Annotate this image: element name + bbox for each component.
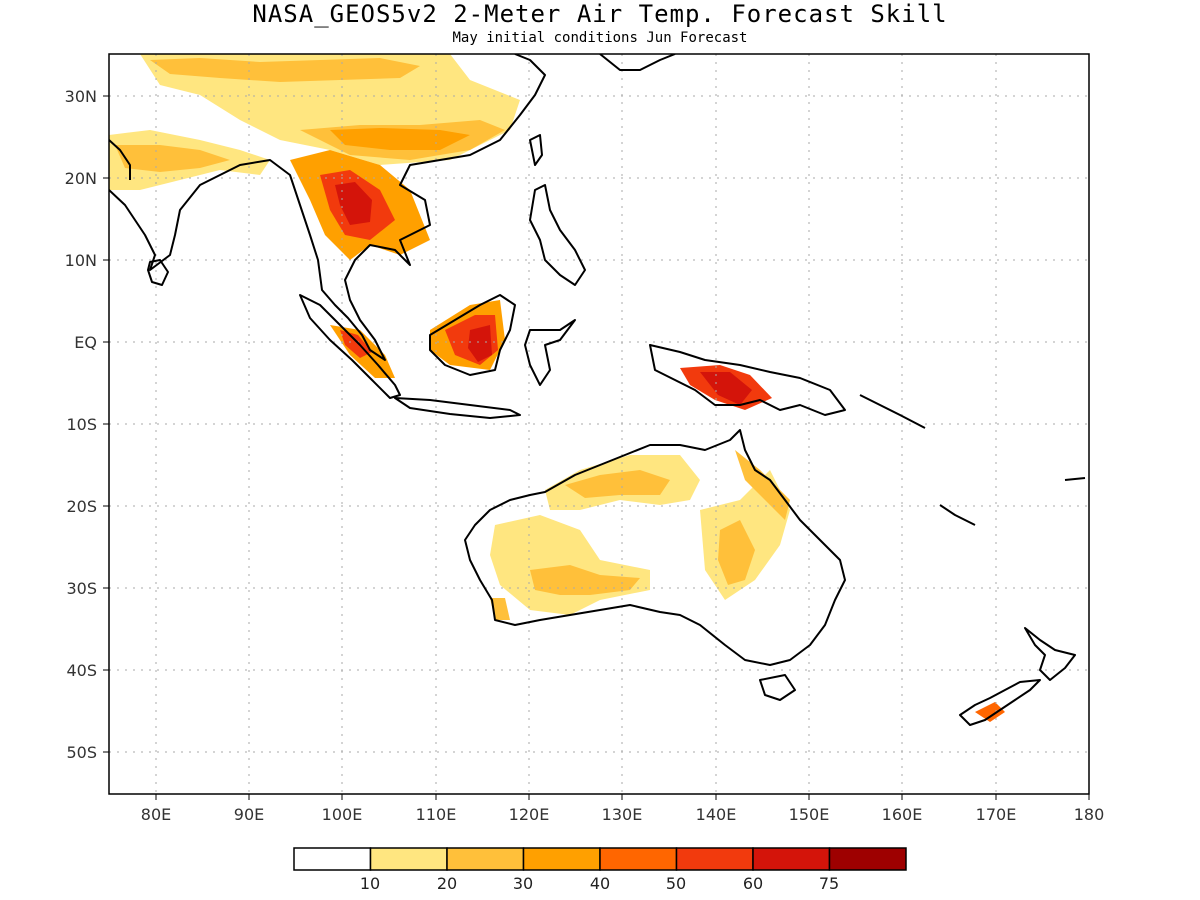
skill-patch-sumatra-core	[340, 330, 372, 358]
map-title: NASA_GEOS5v2 2-Meter Air Temp. Forecast …	[252, 0, 948, 28]
lat-label: 10N	[65, 251, 97, 270]
lat-labels: 30N 20N 10N EQ 10S 20S 30S 40S 50S	[65, 87, 97, 762]
coastline-india-west	[109, 139, 131, 180]
coastlines	[109, 54, 1086, 726]
colorbar-label: 75	[819, 874, 839, 893]
skill-patch-australia-east-core	[718, 520, 755, 585]
lat-label: 30S	[66, 579, 97, 598]
colorbar-swatch	[293, 847, 372, 871]
coastline-new-zealand-south	[959, 679, 1041, 726]
coastline-sri-lanka	[147, 259, 169, 286]
map-subtitle: May initial conditions Jun Forecast	[452, 30, 748, 46]
colorbar-swatch	[752, 847, 831, 871]
lon-label: 160E	[882, 805, 923, 824]
lat-label: EQ	[74, 333, 97, 352]
skill-patch-new-zealand	[975, 702, 1005, 722]
colorbar-label: 50	[666, 874, 686, 893]
lon-label: 120E	[509, 805, 550, 824]
colorbar-swatch	[522, 847, 601, 871]
lon-label: 140E	[696, 805, 737, 824]
coastline-sulawesi	[524, 319, 576, 386]
lat-label: 50S	[66, 743, 97, 762]
lat-label: 40S	[66, 661, 97, 680]
coastline-japan	[599, 54, 676, 71]
colorbar-swatch	[828, 847, 907, 871]
coastline-philippines	[529, 184, 586, 286]
coastline-new-guinea	[649, 344, 846, 416]
lon-label: 130E	[602, 805, 643, 824]
skill-patch-australia-north-core	[565, 470, 670, 498]
lon-label: 90E	[234, 805, 264, 824]
axis-ticks	[103, 95, 1090, 800]
coastline-borneo	[429, 294, 516, 376]
coastline-new-zealand-north	[1024, 627, 1076, 681]
skill-patch-indochina-peak	[335, 182, 372, 225]
coastline-tasmania	[759, 674, 796, 701]
lon-label: 180	[1074, 805, 1105, 824]
lat-label: 30N	[65, 87, 97, 106]
coastline-asia	[109, 54, 546, 361]
coastline-sumatra	[299, 294, 401, 399]
gridlines	[109, 54, 1089, 794]
colorbar-label: 60	[743, 874, 763, 893]
lon-label: 110E	[416, 805, 457, 824]
colorbar-swatch	[675, 847, 754, 871]
lon-labels: 80E 90E 100E 110E 120E 130E 140E 150E 16…	[141, 805, 1105, 824]
colorbar-swatch	[599, 847, 678, 871]
colorbar-label: 20	[437, 874, 457, 893]
lon-label: 150E	[789, 805, 830, 824]
lat-label: 10S	[66, 415, 97, 434]
skill-patch-new-guinea-core	[700, 372, 752, 405]
lon-label: 170E	[976, 805, 1017, 824]
colorbar-label: 10	[360, 874, 380, 893]
colorbar: 10 20 30 40 50 60 75	[293, 847, 907, 893]
lon-label: 80E	[141, 805, 171, 824]
coastline-solomon-islands	[859, 394, 1086, 526]
skill-shading	[109, 54, 1005, 722]
skill-patch-north-china-core	[150, 58, 420, 82]
colorbar-swatch	[446, 847, 525, 871]
skill-patch-south-china-core	[330, 128, 470, 150]
skill-patch-queensland	[735, 450, 790, 520]
lat-label: 20N	[65, 169, 97, 188]
lat-label: 20S	[66, 497, 97, 516]
colorbar-label: 40	[590, 874, 610, 893]
colorbar-swatch	[369, 847, 448, 871]
colorbar-label: 30	[513, 874, 533, 893]
coastline-java	[394, 397, 521, 419]
lon-label: 100E	[322, 805, 363, 824]
coastline-taiwan	[529, 134, 543, 166]
coastline-australia	[464, 429, 846, 666]
skill-patch-india-core	[115, 145, 230, 172]
skill-patch-borneo-peak	[468, 325, 492, 362]
